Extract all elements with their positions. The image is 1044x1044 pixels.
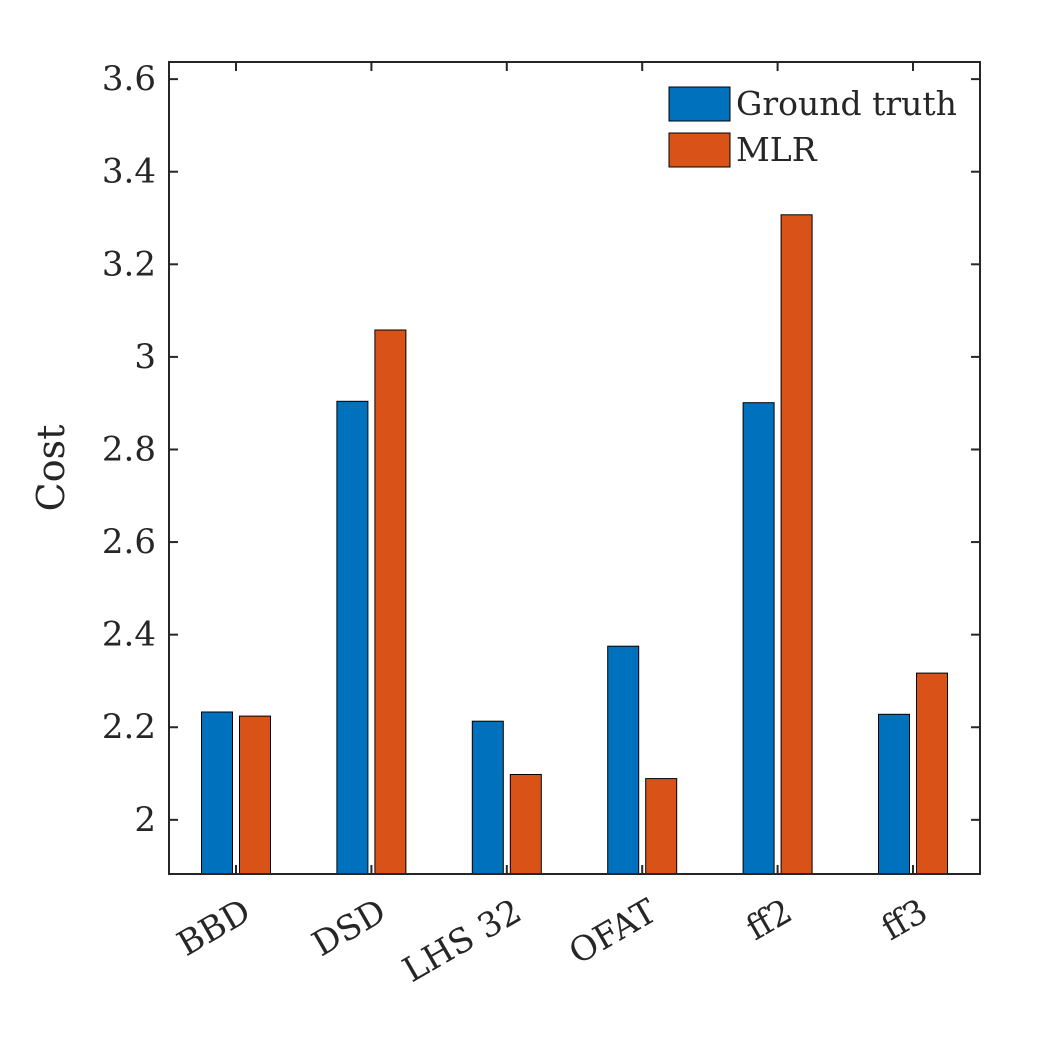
- legend: Ground truth MLR: [666, 81, 970, 174]
- x-tick-label-2: LHS 32: [396, 891, 528, 990]
- y-tick-label-3: 2.6: [102, 522, 156, 562]
- bar-mlr-4: [780, 214, 813, 875]
- y-tick-label-6: 3.2: [102, 244, 156, 284]
- x-tick-label-5: ff3: [875, 891, 935, 949]
- x-tick-labels: BBD DSD LHS 32 OFAT ff2 ff3: [171, 891, 935, 991]
- x-tick-label-0: BBD: [171, 891, 258, 964]
- bar-ground-truth-3: [607, 645, 640, 875]
- x-tick-label-1: DSD: [306, 891, 393, 965]
- y-tick-label-2: 2.4: [102, 615, 156, 655]
- plot-frame: [168, 61, 981, 875]
- bar-mlr-2: [509, 774, 542, 875]
- bar-mlr-3: [645, 778, 678, 875]
- y-tick-label-7: 3.4: [102, 152, 156, 192]
- y-tick-label-1: 2.2: [102, 707, 156, 747]
- legend-swatch-0: [668, 86, 731, 122]
- y-tick-labels: 2 2.2 2.4 2.6 2.8 3 3.2 3.4 3.6: [102, 59, 156, 840]
- bars-group: [201, 214, 948, 875]
- bar-mlr-5: [916, 672, 948, 875]
- y-tick-label-8: 3.6: [102, 59, 156, 99]
- legend-label-0: Ground truth: [736, 84, 957, 123]
- x-tick-label-3: OFAT: [562, 891, 664, 973]
- y-axis-label: Cost: [29, 425, 73, 512]
- legend-swatch-1: [668, 132, 731, 168]
- legend-label-1: MLR: [736, 130, 818, 169]
- bar-mlr-0: [239, 715, 271, 875]
- y-tick-label-0: 2: [134, 800, 156, 840]
- ticks-group: [169, 62, 980, 874]
- bar-ground-truth-4: [742, 402, 775, 875]
- bar-mlr-1: [374, 329, 407, 875]
- bar-ground-truth-5: [878, 713, 910, 875]
- bar-ground-truth-1: [336, 400, 369, 875]
- y-tick-label-4: 2.8: [102, 429, 156, 469]
- bar-ground-truth-2: [471, 720, 504, 875]
- y-tick-label-5: 3: [134, 337, 156, 377]
- x-tick-label-4: ff2: [739, 891, 799, 949]
- bar-ground-truth-0: [201, 711, 233, 875]
